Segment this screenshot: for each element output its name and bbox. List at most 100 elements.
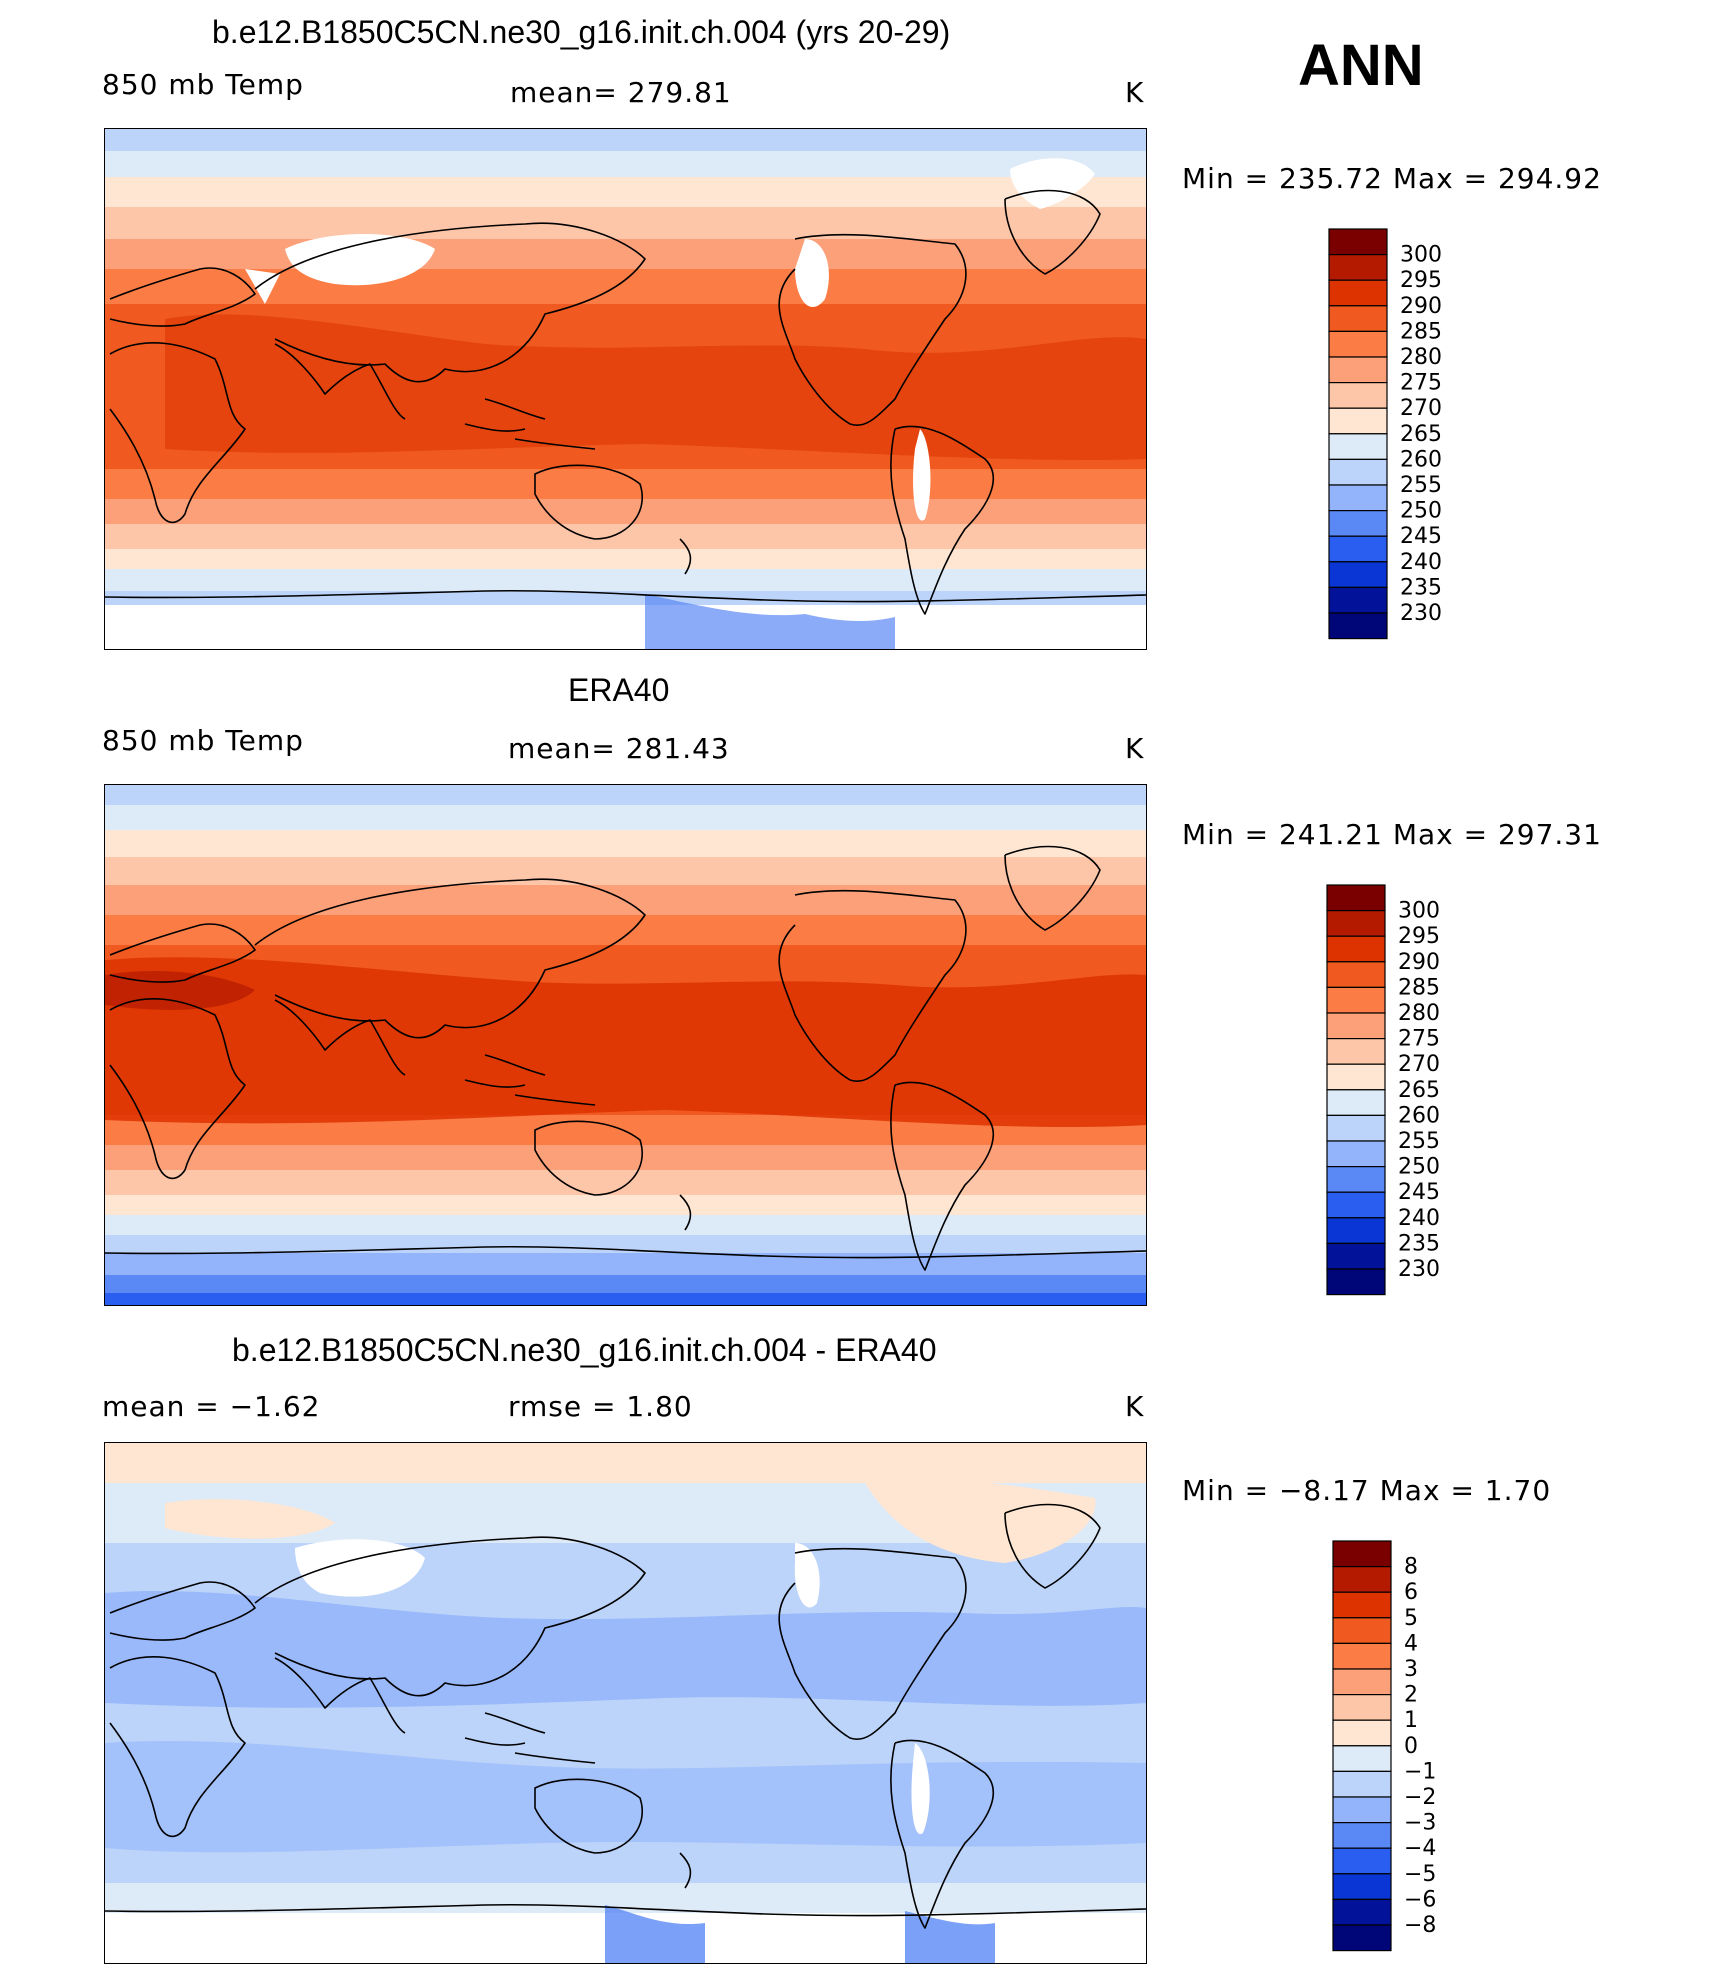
panel1-colorbar-label-1: 295 [1400,268,1442,293]
panel2-colorbar-swatch-8 [1326,1089,1386,1117]
panel2-colorbar-label-5: 275 [1398,1027,1440,1052]
panel3-colorbar-swatch-4 [1332,1642,1392,1670]
panel2-colorbar-swatch-7 [1326,1063,1386,1091]
panel1-colorbar-swatch-2 [1328,279,1388,307]
panel1-colorbar-swatch-11 [1328,510,1388,537]
panel2-colorbar-swatch-2 [1326,935,1386,963]
panel1-units: K [1125,76,1145,109]
panel2-colorbar-swatch-0 [1326,884,1386,912]
panel1-colorbar-swatch-4 [1328,330,1388,358]
panel2-units: K [1125,732,1145,765]
panel3-colorbar-label-13: −6 [1404,1887,1436,1912]
panel1-colorbar-label-8: 260 [1400,447,1442,472]
panel3-units: K [1125,1390,1145,1423]
panel2-colorbar-label-14: 230 [1398,1257,1440,1282]
panel1-colorbar-label-2: 290 [1400,294,1442,319]
panel2-era40-temperature-map [104,784,1147,1306]
panel1-colorbar-swatch-13 [1328,561,1388,588]
panel2-colorbar-label-7: 265 [1398,1078,1440,1103]
panel1-colorbar-swatch-3 [1328,305,1388,333]
panel1-colorbar-swatch-10 [1328,484,1388,512]
panel2-colorbar-label-1: 295 [1398,924,1440,949]
panel1-title: b.e12.B1850C5CN.ne30_g16.init.ch.004 (yr… [212,14,951,50]
panel2-colorbar-label-9: 255 [1398,1129,1440,1154]
panel2-colorbar-swatch-4 [1326,986,1386,1014]
panel2-colorbar-label-12: 240 [1398,1206,1440,1231]
panel2-colorbar-swatch-1 [1326,910,1386,937]
panel2-colorbar-swatch-12 [1326,1191,1386,1219]
panel3-colorbar-label-7: 0 [1404,1734,1418,1759]
panel1-colorbar-label-9: 255 [1400,473,1442,498]
panel2-colorbar-label-3: 285 [1398,975,1440,1000]
panel3-difference-map [104,1442,1147,1964]
panel2-colorbar-label-8: 260 [1398,1103,1440,1128]
panel1-colorbar-label-7: 265 [1400,422,1442,447]
panel3-colorbar-swatch-6 [1332,1694,1392,1721]
panel2-colorbar-label-13: 235 [1398,1231,1440,1256]
panel2-colorbar-swatch-3 [1326,961,1386,989]
panel3-colorbar-swatch-8 [1332,1745,1392,1773]
panel1-colorbar-swatch-15 [1328,612,1388,640]
panel1-colorbar-swatch-9 [1328,458,1388,486]
panel1-colorbar-swatch-8 [1328,433,1388,461]
panel3-colorbar-label-1: 6 [1404,1580,1418,1605]
panel1-colorbar-label-11: 245 [1400,524,1442,549]
panel3-mean-label: mean = −1.62 [102,1390,321,1423]
panel2-colorbar-label-0: 300 [1398,899,1440,924]
panel3-colorbar-swatch-3 [1332,1617,1392,1645]
panel2-colorbar: 300 295 290 285 280 275 270 265 260 255 250 245 240 2… [1326,884,1466,1296]
panel3-colorbar-label-8: −1 [1404,1759,1436,1784]
panel3-colorbar-label-14: −8 [1404,1913,1436,1938]
panel3-colorbar-swatch-11 [1332,1822,1392,1849]
panel2-colorbar-swatch-11 [1326,1166,1386,1193]
panel3-colorbar-swatch-5 [1332,1668,1392,1696]
panel3-title: b.e12.B1850C5CN.ne30_g16.init.ch.004 - E… [232,1332,937,1368]
panel3-colorbar-swatch-0 [1332,1540,1392,1568]
panel2-colorbar-label-10: 250 [1398,1155,1440,1180]
panel2-colorbar-label-4: 280 [1398,1001,1440,1026]
panel3-colorbar-swatch-7 [1332,1719,1392,1747]
panel3-colorbar-label-12: −5 [1404,1862,1436,1887]
panel3-colorbar-swatch-13 [1332,1873,1392,1900]
panel2-colorbar-swatch-6 [1326,1038,1386,1065]
panel1-colorbar-label-14: 230 [1400,601,1442,626]
panel2-title: ERA40 [568,672,670,708]
panel3-minmax: Min = −8.17 Max = 1.70 [1182,1474,1552,1507]
panel1-colorbar-swatch-5 [1328,356,1388,384]
panel2-colorbar-swatch-13 [1326,1217,1386,1244]
panel3-colorbar-swatch-1 [1332,1566,1392,1593]
panel2-variable-label: 850 mb Temp [102,724,304,757]
panel2-colorbar-swatch-10 [1326,1140,1386,1168]
panel3-colorbar-swatch-12 [1332,1847,1392,1875]
panel1-minmax: Min = 235.72 Max = 294.92 [1182,162,1602,195]
panel1-colorbar-swatch-6 [1328,382,1388,409]
panel2-colorbar-swatch-5 [1326,1012,1386,1040]
panel1-colorbar-label-5: 275 [1400,371,1442,396]
panel1-colorbar-label-12: 240 [1400,550,1442,575]
panel3-colorbar-label-2: 5 [1404,1606,1418,1631]
season-label: ANN [1298,33,1424,98]
panel1-colorbar-label-3: 285 [1400,319,1442,344]
panel1-colorbar-label-0: 300 [1400,243,1442,268]
panel3-colorbar-label-10: −3 [1404,1811,1436,1836]
panel3-rmse-label: rmse = 1.80 [508,1390,693,1423]
panel1-mean-label: mean= 279.81 [510,76,732,109]
panel2-colorbar-label-6: 270 [1398,1052,1440,1077]
panel1-colorbar-swatch-7 [1328,407,1388,435]
panel2-colorbar-label-11: 245 [1398,1180,1440,1205]
panel2-minmax: Min = 241.21 Max = 297.31 [1182,818,1602,851]
panel3-colorbar-label-5: 2 [1404,1683,1418,1708]
panel3-colorbar-swatch-15 [1332,1924,1392,1952]
panel1-colorbar-label-10: 250 [1400,499,1442,524]
panel1-colorbar-label-4: 280 [1400,345,1442,370]
panel3-colorbar-swatch-2 [1332,1591,1392,1619]
panel2-mean-label: mean= 281.43 [508,732,730,765]
panel1-colorbar: 300 295 290 285 280 275 270 265 260 255 250 245 240 2… [1328,228,1468,640]
panel3-colorbar-swatch-10 [1332,1796,1392,1824]
panel1-colorbar-swatch-0 [1328,228,1388,256]
panel2-colorbar-label-2: 290 [1398,950,1440,975]
panel2-colorbar-swatch-14 [1326,1242,1386,1270]
panel3-colorbar-label-11: −4 [1404,1836,1436,1861]
panel1-colorbar-label-6: 270 [1400,396,1442,421]
panel3-colorbar-label-9: −2 [1404,1785,1436,1810]
